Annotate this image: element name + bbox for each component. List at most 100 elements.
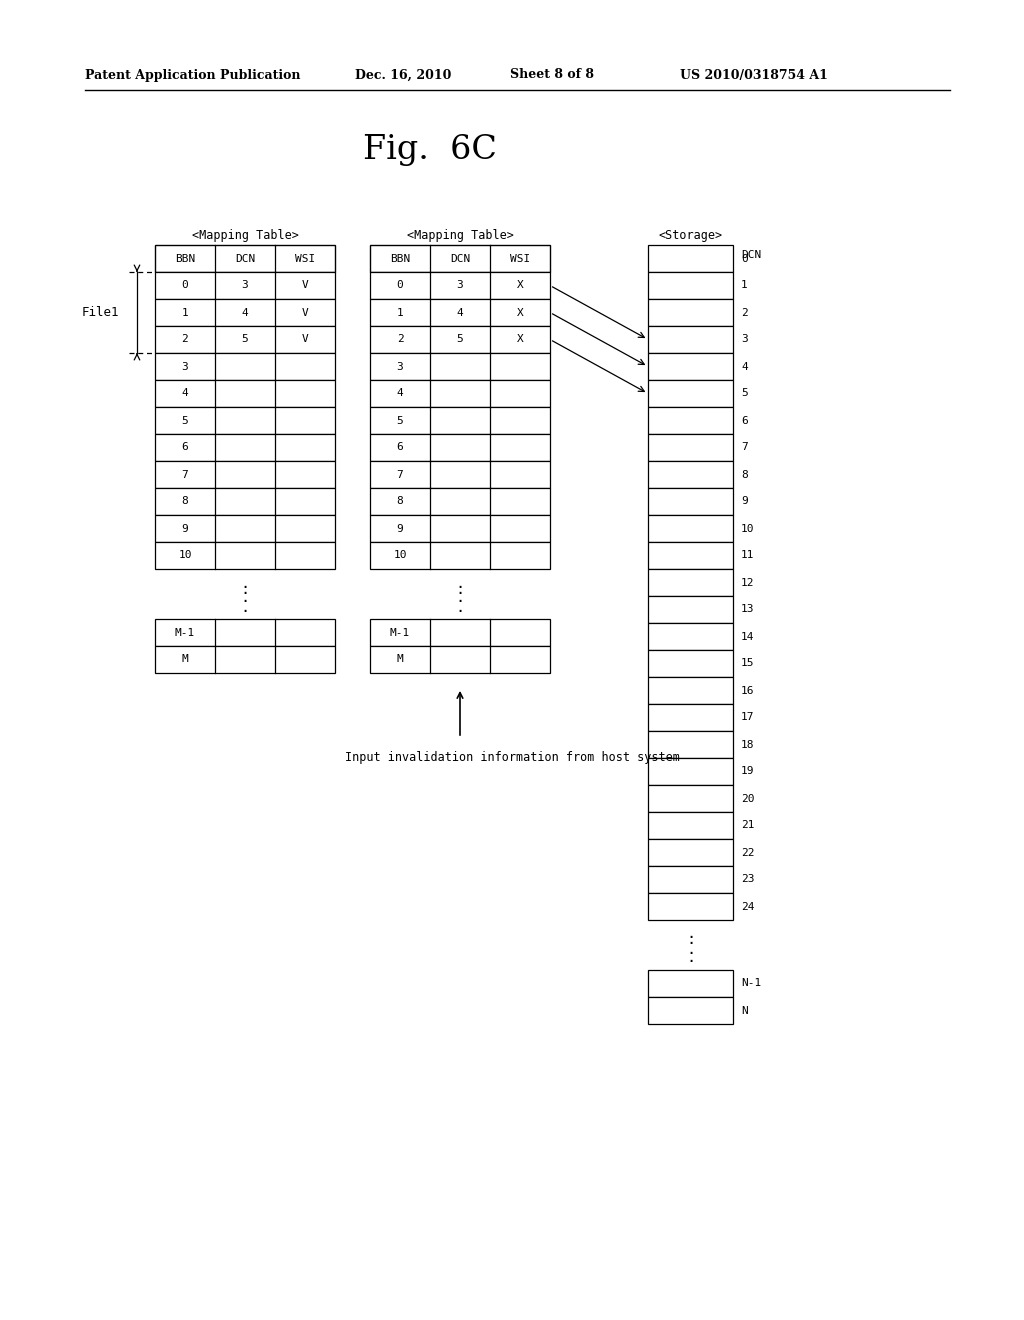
Text: 12: 12 bbox=[741, 578, 755, 587]
Text: File1: File1 bbox=[82, 306, 120, 319]
Text: 6: 6 bbox=[396, 442, 403, 453]
Text: 6: 6 bbox=[741, 416, 748, 425]
Text: 3: 3 bbox=[741, 334, 748, 345]
Text: .: . bbox=[686, 950, 695, 965]
Bar bbox=[648, 246, 733, 272]
Text: :: : bbox=[456, 582, 465, 597]
Text: 0: 0 bbox=[396, 281, 403, 290]
Bar bbox=[155, 246, 335, 272]
Text: 1: 1 bbox=[396, 308, 403, 318]
Text: 5: 5 bbox=[181, 416, 188, 425]
Text: 3: 3 bbox=[396, 362, 403, 371]
Text: 18: 18 bbox=[741, 739, 755, 750]
Bar bbox=[648, 677, 733, 704]
Text: 7: 7 bbox=[396, 470, 403, 479]
Bar bbox=[648, 731, 733, 758]
Bar bbox=[648, 326, 733, 352]
Text: 17: 17 bbox=[741, 713, 755, 722]
Text: X: X bbox=[517, 308, 523, 318]
Text: 1: 1 bbox=[181, 308, 188, 318]
Bar bbox=[648, 300, 733, 326]
Bar bbox=[155, 407, 335, 434]
Text: 14: 14 bbox=[741, 631, 755, 642]
Text: X: X bbox=[517, 334, 523, 345]
Text: .: . bbox=[686, 941, 695, 957]
Text: .: . bbox=[456, 599, 465, 615]
Text: .: . bbox=[241, 590, 250, 606]
Bar bbox=[155, 619, 335, 645]
Text: 0: 0 bbox=[181, 281, 188, 290]
Bar bbox=[370, 434, 550, 461]
Text: Dec. 16, 2010: Dec. 16, 2010 bbox=[355, 69, 452, 82]
Text: 0: 0 bbox=[741, 253, 748, 264]
Text: 21: 21 bbox=[741, 821, 755, 830]
Text: 7: 7 bbox=[741, 442, 748, 453]
Bar bbox=[648, 704, 733, 731]
Text: 24: 24 bbox=[741, 902, 755, 912]
Bar bbox=[370, 515, 550, 543]
Bar bbox=[155, 300, 335, 326]
Bar bbox=[648, 785, 733, 812]
Bar bbox=[155, 645, 335, 673]
Text: Input invalidation information from host system: Input invalidation information from host… bbox=[345, 751, 680, 764]
Bar bbox=[648, 515, 733, 543]
Bar bbox=[648, 866, 733, 894]
Text: 2: 2 bbox=[181, 334, 188, 345]
Bar bbox=[370, 380, 550, 407]
Text: BBN: BBN bbox=[175, 253, 196, 264]
Text: 9: 9 bbox=[741, 496, 748, 507]
Bar bbox=[370, 352, 550, 380]
Text: X: X bbox=[517, 281, 523, 290]
Text: 4: 4 bbox=[242, 308, 249, 318]
Text: 11: 11 bbox=[741, 550, 755, 561]
Bar bbox=[370, 407, 550, 434]
Text: 3: 3 bbox=[181, 362, 188, 371]
Bar bbox=[155, 515, 335, 543]
Bar bbox=[648, 758, 733, 785]
Text: 20: 20 bbox=[741, 793, 755, 804]
Bar bbox=[648, 461, 733, 488]
Bar bbox=[370, 326, 550, 352]
Text: 4: 4 bbox=[396, 388, 403, 399]
Text: V: V bbox=[302, 334, 308, 345]
Bar bbox=[155, 326, 335, 352]
Text: 7: 7 bbox=[181, 470, 188, 479]
Text: 4: 4 bbox=[741, 362, 748, 371]
Text: M: M bbox=[396, 655, 403, 664]
Text: 9: 9 bbox=[181, 524, 188, 533]
Text: :: : bbox=[241, 582, 250, 597]
Text: 4: 4 bbox=[181, 388, 188, 399]
Text: 2: 2 bbox=[396, 334, 403, 345]
Text: M: M bbox=[181, 655, 188, 664]
Text: 8: 8 bbox=[396, 496, 403, 507]
Bar bbox=[370, 619, 550, 645]
Text: US 2010/0318754 A1: US 2010/0318754 A1 bbox=[680, 69, 827, 82]
Bar bbox=[648, 894, 733, 920]
Text: M-1: M-1 bbox=[390, 627, 411, 638]
Text: 8: 8 bbox=[181, 496, 188, 507]
Text: 5: 5 bbox=[741, 388, 748, 399]
Text: 16: 16 bbox=[741, 685, 755, 696]
Text: Patent Application Publication: Patent Application Publication bbox=[85, 69, 300, 82]
Text: <Mapping Table>: <Mapping Table> bbox=[407, 228, 513, 242]
Text: 5: 5 bbox=[457, 334, 464, 345]
Text: 10: 10 bbox=[393, 550, 407, 561]
Bar bbox=[648, 543, 733, 569]
Bar bbox=[648, 812, 733, 840]
Text: .: . bbox=[456, 590, 465, 606]
Bar bbox=[648, 569, 733, 597]
Bar bbox=[155, 543, 335, 569]
Text: <Mapping Table>: <Mapping Table> bbox=[191, 228, 298, 242]
Bar bbox=[370, 461, 550, 488]
Bar bbox=[155, 272, 335, 300]
Text: .: . bbox=[241, 599, 250, 615]
Bar bbox=[648, 352, 733, 380]
Text: 10: 10 bbox=[178, 550, 191, 561]
Text: 8: 8 bbox=[741, 470, 748, 479]
Text: 3: 3 bbox=[457, 281, 464, 290]
Bar bbox=[648, 380, 733, 407]
Text: 4: 4 bbox=[457, 308, 464, 318]
Bar bbox=[370, 645, 550, 673]
Bar bbox=[370, 246, 550, 272]
Text: N: N bbox=[741, 1006, 748, 1015]
